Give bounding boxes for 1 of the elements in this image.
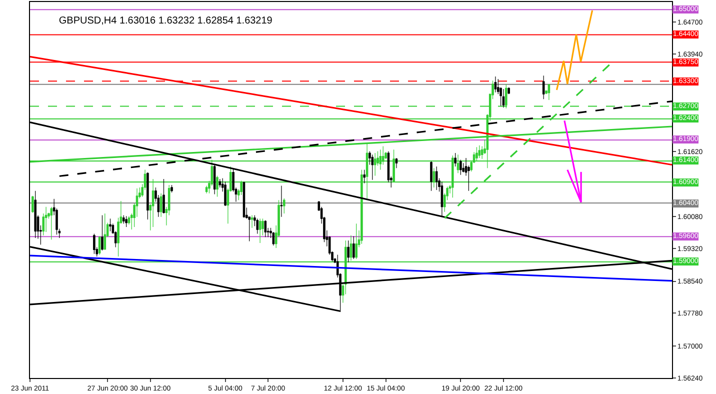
text: GBPUSD,H4 1.63016 1.63232 1.62854 1.63219 [58, 16, 273, 27]
